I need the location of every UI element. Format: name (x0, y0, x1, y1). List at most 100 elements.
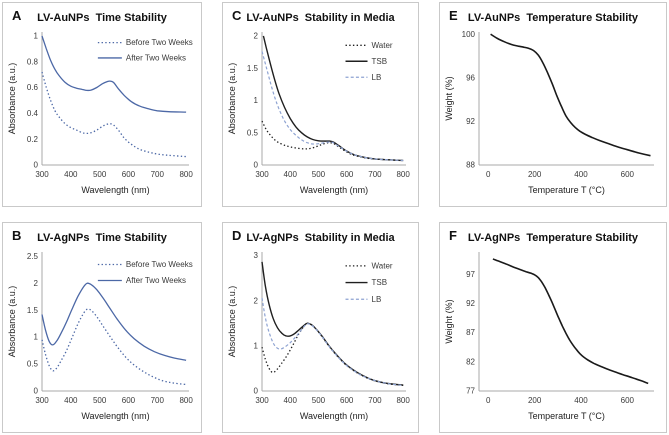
panel-e-plot: 0 200 400 600 88 92 96 100 Temperature T (°C) Wei… (444, 30, 654, 195)
y-tick-label: 82 (466, 357, 475, 366)
panel-f-letter: F (449, 228, 457, 243)
x-tick-label: 400 (284, 396, 298, 405)
panel-e-letter: E (449, 8, 458, 23)
panel-d-letter: D (232, 228, 242, 243)
x-axis-label: Temperature T (°C) (528, 411, 605, 421)
x-tick-label: 500 (312, 396, 326, 405)
y-tick-label: 77 (466, 387, 475, 396)
x-tick-label: 800 (396, 396, 410, 405)
panel-b-letter: B (12, 228, 22, 243)
panel-a-letter: A (12, 8, 22, 23)
legend: Before Two Weeks After Two Weeks (97, 38, 193, 63)
x-tick-label: 600 (621, 170, 635, 179)
x-axis-label: Wavelength (nm) (300, 185, 368, 195)
y-tick-label: 2 (34, 279, 39, 288)
panel-f: F LV-AgNPs Temperature Stability 0 200 400… (439, 222, 667, 433)
panel-e-title: LV-AuNPs Temperature Stability (467, 12, 639, 24)
y-axis-label: Absorbance (a.u.) (227, 63, 237, 135)
legend-label: Before Two Weeks (126, 260, 193, 269)
x-tick-label: 600 (122, 396, 136, 405)
x-axis-label: Wavelength (nm) (300, 411, 368, 421)
x-tick-label: 400 (574, 396, 588, 405)
panel-d: D LV-AgNPs Stability in Media 300 400 500 6… (222, 222, 419, 433)
y-tick-label: 1 (254, 341, 259, 350)
series-group (261, 35, 404, 162)
y-tick-label: 0 (254, 161, 259, 170)
x-tick-label: 200 (528, 170, 542, 179)
panel-b-title: LV-AgNPs Time Stability (37, 232, 167, 244)
x-tick-label: 700 (368, 170, 382, 179)
x-tick-label: 800 (396, 170, 410, 179)
x-tick-label: 300 (255, 396, 269, 405)
series-line-lb (261, 51, 404, 162)
series-group (41, 35, 187, 158)
panel-f-title: LV-AgNPs Temperature Stability (467, 232, 639, 244)
legend-label: Water (372, 41, 393, 50)
y-axis-label: Absorbance (a.u.) (7, 286, 17, 358)
x-tick-label: 500 (312, 170, 326, 179)
y-axis-label: Weight (%) (444, 299, 454, 343)
y-tick-label: 92 (466, 117, 475, 126)
y-tick-label: 2 (254, 296, 259, 305)
legend-label: Before Two Weeks (126, 38, 193, 47)
legend-label: TSB (372, 57, 388, 66)
axes: 300 400 500 600 700 800 0 0.2 0.4 0.6 0.8 1 Waveleng… (7, 31, 193, 195)
y-tick-label: 0.4 (27, 109, 39, 118)
panel-a-plot: 300 400 500 600 700 800 0 0.2 0.4 0.6 0.8 1 Waveleng… (7, 31, 193, 195)
series-line-after-two-weeks (41, 282, 187, 361)
y-tick-label: 0.5 (247, 128, 259, 137)
y-tick-label: 0 (254, 387, 259, 396)
axes: 0 200 400 600 88 92 96 100 Temperature T (°C) Wei… (444, 30, 654, 195)
x-tick-label: 800 (179, 396, 193, 405)
legend: Water TSB LB (345, 41, 393, 82)
x-axis-label: Wavelength (nm) (81, 411, 149, 421)
y-tick-label: 2.5 (27, 252, 39, 261)
y-tick-label: 1 (34, 333, 39, 342)
y-tick-label: 0 (34, 387, 39, 396)
x-tick-label: 200 (528, 396, 542, 405)
y-tick-label: 1.5 (247, 64, 259, 73)
x-tick-label: 0 (486, 170, 491, 179)
series-line-before-two-weeks (41, 71, 187, 158)
y-tick-label: 97 (466, 270, 475, 279)
y-tick-label: 1 (254, 96, 259, 105)
x-tick-label: 800 (179, 170, 193, 179)
series-line-after-two-weeks (41, 35, 187, 113)
panel-b-plot: 300 400 500 600 700 800 0 0.5 1 1.5 2 2.5 Wavelength… (7, 252, 193, 421)
x-tick-label: 300 (255, 170, 269, 179)
axes: 300 400 500 600 700 800 0 1 2 3 Wavelength (nm) Abs… (227, 251, 410, 421)
y-tick-label: 1.5 (27, 306, 39, 315)
x-tick-label: 500 (93, 170, 107, 179)
y-axis-label: Absorbance (a.u.) (7, 63, 17, 135)
x-axis-label: Temperature T (°C) (528, 185, 605, 195)
series-group (492, 258, 649, 385)
series-line-lv-aunps-weight (490, 33, 651, 157)
x-tick-label: 700 (368, 396, 382, 405)
x-tick-label: 600 (122, 170, 136, 179)
series-group (261, 261, 404, 387)
axes: 300 400 500 600 700 800 0 0.5 1 1.5 2 Wavelength (n… (227, 31, 410, 195)
y-tick-label: 96 (466, 73, 475, 82)
x-tick-label: 600 (621, 396, 635, 405)
y-tick-label: 0.8 (27, 57, 39, 66)
series-line-before-two-weeks (41, 308, 187, 386)
series-group (41, 282, 187, 386)
y-tick-label: 92 (466, 299, 475, 308)
x-tick-label: 400 (64, 170, 78, 179)
legend: Water TSB LB (345, 262, 393, 304)
series-line-tsb (262, 35, 404, 162)
panel-a: A LV-AuNPs Time Stability 300 400 500 600 70… (2, 2, 202, 207)
x-tick-label: 400 (64, 396, 78, 405)
y-tick-label: 100 (462, 30, 476, 39)
x-tick-label: 700 (151, 170, 165, 179)
series-line-lb (261, 297, 404, 386)
y-tick-label: 88 (466, 161, 475, 170)
panel-e: E LV-AuNPs Temperature Stability 0 200 400… (439, 2, 667, 207)
panel-d-plot: 300 400 500 600 700 800 0 1 2 3 Wavelength (nm) Abs… (227, 251, 410, 421)
series-group (490, 33, 651, 157)
x-tick-label: 700 (151, 396, 165, 405)
series-line-water (261, 322, 404, 387)
y-tick-label: 3 (254, 251, 259, 260)
axes: 300 400 500 600 700 800 0 0.5 1 1.5 2 2.5 Wavelength… (7, 252, 193, 421)
y-tick-label: 2 (254, 31, 259, 40)
